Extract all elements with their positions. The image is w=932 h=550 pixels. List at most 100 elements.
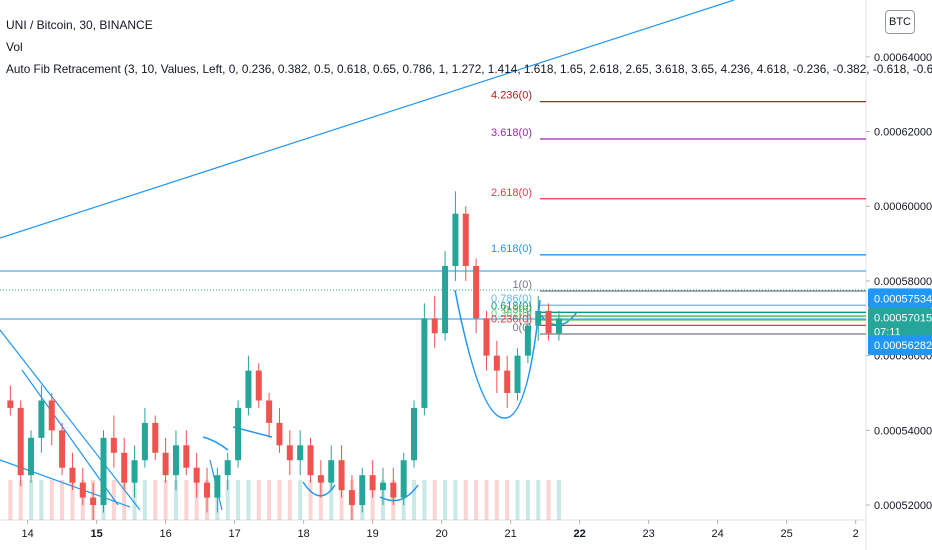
volume-bar <box>556 480 561 520</box>
volume-bar <box>142 480 147 520</box>
x-tick-label: 14 <box>21 528 33 540</box>
x-tick-label: 17 <box>228 528 240 540</box>
candle-body <box>504 370 511 393</box>
trend-drawings <box>0 0 866 511</box>
descending-trendline <box>0 329 141 511</box>
candle-body <box>100 437 107 506</box>
candle-body <box>338 460 345 491</box>
candle-body <box>431 318 438 334</box>
candle-body <box>48 400 55 431</box>
vol-indicator-label[interactable]: Vol <box>6 40 23 54</box>
volume-bar <box>29 480 34 520</box>
volume-bar <box>173 480 178 520</box>
candle-body <box>214 475 221 498</box>
volume-bar <box>546 480 551 520</box>
volume-bar <box>267 480 272 520</box>
candle-body <box>255 370 262 401</box>
candle-body <box>421 318 428 408</box>
x-tick-label: 2 <box>853 528 859 540</box>
fib-label: 2.618(0) <box>491 187 532 199</box>
volume-bar <box>122 480 127 520</box>
candle-body <box>400 460 407 498</box>
volume-bar <box>18 480 23 520</box>
volume-bar <box>525 480 530 520</box>
volume-bar <box>443 480 448 520</box>
currency-button[interactable]: BTC <box>885 10 915 34</box>
x-tick-label: 15 <box>90 528 102 540</box>
time-axis[interactable]: 14 15 16 17 18 19 20 21 22 23 24 25 2 <box>21 520 859 540</box>
cup-arc-large <box>454 289 541 419</box>
candle-body <box>235 407 242 461</box>
x-tick-label: 25 <box>781 528 793 540</box>
candle-body <box>152 422 159 453</box>
volume-bar <box>153 480 158 520</box>
candle-body <box>379 482 386 491</box>
candle-body <box>462 213 469 266</box>
candle-body <box>193 467 200 483</box>
candle-body <box>7 400 14 408</box>
volume-bar <box>308 480 313 520</box>
candle-body <box>317 475 324 483</box>
candle-body <box>172 445 179 476</box>
candle-body <box>348 490 355 506</box>
candle-body <box>141 422 148 461</box>
fib-levels: 4.236(0) 3.618(0) 2.618(0) 1.618(0) 1(0) 0.78… <box>491 90 866 335</box>
fib-indicator-label[interactable]: Auto Fib Retracement (3, 10, Values, Lef… <box>6 62 932 76</box>
x-tick-label: 18 <box>297 528 309 540</box>
x-tick-label: 21 <box>505 528 517 540</box>
volume-bar <box>515 480 520 520</box>
volume-bar <box>370 480 375 520</box>
volume-bar <box>298 480 303 520</box>
fib-label: 0.5(0) <box>503 304 532 316</box>
candle-body <box>493 355 500 371</box>
candle-body <box>224 460 231 476</box>
volume-bar <box>463 480 468 520</box>
candle-body <box>369 475 376 491</box>
candle-body <box>297 445 304 461</box>
grid <box>0 0 867 550</box>
volume-bar <box>39 480 44 520</box>
candle-body <box>545 310 552 334</box>
symbol-title[interactable]: UNI / Bitcoin, 30, BINANCE <box>6 18 153 32</box>
candle-body <box>59 430 66 468</box>
volume-bar <box>8 480 13 520</box>
volume-bar <box>412 480 417 520</box>
volume-bar <box>339 480 344 520</box>
y-tick-label: 0.00064000 <box>874 52 932 64</box>
price-marker-label: 0.00057534 <box>874 293 932 305</box>
candle-body <box>390 482 397 498</box>
candle-body <box>162 452 169 476</box>
volume-bar <box>132 480 137 520</box>
fib-label: 4.236(0) <box>491 90 532 102</box>
fib-label: 1(0) <box>512 279 532 291</box>
volume-bar <box>505 480 510 520</box>
candle-body <box>359 475 366 506</box>
candle-body <box>183 445 190 468</box>
candle-body <box>90 497 97 506</box>
candle-body <box>131 460 138 483</box>
candle-body <box>69 467 76 483</box>
candle-body <box>473 266 480 319</box>
cup-arc <box>302 481 336 497</box>
volume-bar <box>277 480 282 520</box>
volume-bar <box>422 480 427 520</box>
x-tick-label: 23 <box>643 528 655 540</box>
candles <box>7 191 562 520</box>
candle-body <box>17 407 24 476</box>
small-drawing <box>202 436 229 451</box>
volume-bar <box>49 480 54 520</box>
ascending-trendline <box>0 0 735 239</box>
x-tick-label: 19 <box>366 528 378 540</box>
cup-arc <box>379 484 419 502</box>
price-axis[interactable]: 0.000520000.000540000.000560000.00058000… <box>866 52 932 512</box>
candle-body <box>524 325 531 356</box>
y-tick-label: 0.00054000 <box>874 425 932 437</box>
candle-body <box>28 437 35 476</box>
candle-body <box>121 452 128 483</box>
volume-bar <box>453 480 458 520</box>
candle-body <box>110 437 117 453</box>
volume-bar <box>246 480 251 520</box>
volume-bar <box>163 480 168 520</box>
